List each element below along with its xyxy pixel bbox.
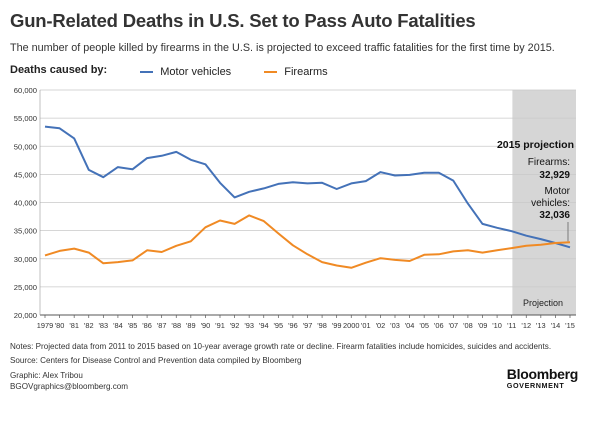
x-tick-label: '92 — [230, 321, 240, 330]
series-line-motor-vehicles — [44, 125, 571, 249]
credit-email: BGOVgraphics@bloomberg.com — [10, 382, 128, 391]
x-tick-label: '03 — [390, 321, 400, 330]
x-tick-label: '99 — [332, 321, 342, 330]
notes: Notes: Projected data from 2011 to 2015 … — [10, 340, 551, 368]
x-tick-label: '90 — [201, 321, 211, 330]
chart-title: Gun-Related Deaths in U.S. Set to Pass A… — [10, 10, 476, 31]
credit-graphic: Graphic: Alex Tribou — [10, 371, 83, 380]
legend-text-firearms: Firearms — [284, 65, 328, 78]
x-tick-label: '09 — [478, 321, 488, 330]
y-tick-label: 25,000 — [14, 283, 37, 292]
x-tick-label: '02 — [376, 321, 386, 330]
x-tick-label: '15 — [565, 321, 575, 330]
x-tick-label: '06 — [434, 321, 444, 330]
x-tick-label: '98 — [317, 321, 327, 330]
x-tick-label: '08 — [463, 321, 473, 330]
legend-swatch-firearms — [264, 70, 278, 73]
y-tick-label: 35,000 — [14, 227, 37, 236]
x-tick-label: '01 — [361, 321, 371, 330]
y-tick-label: 50,000 — [14, 142, 37, 151]
y-tick-label: 20,000 — [14, 311, 37, 320]
x-tick-label: '13 — [536, 321, 546, 330]
source-line: Source: Centers for Disease Control and … — [10, 356, 302, 365]
x-tick-label: '81 — [69, 321, 79, 330]
x-tick-label: '05 — [419, 321, 429, 330]
x-tick-label: '94 — [259, 321, 269, 330]
chart-subtitle: The number of people killed by firearms … — [10, 42, 555, 54]
y-tick-label: 40,000 — [14, 199, 37, 208]
x-tick-label: '12 — [521, 321, 531, 330]
x-tick-label: '14 — [551, 321, 561, 330]
x-tick-label: '97 — [303, 321, 313, 330]
x-tick-label: '96 — [288, 321, 298, 330]
legend: Deaths caused by: Motor vehicles Firearm… — [10, 64, 358, 78]
projection-firearms-value: 32,929 — [539, 170, 570, 181]
x-tick-label: '95 — [274, 321, 284, 330]
logo-name: Bloomberg — [506, 366, 579, 382]
x-tick-label: '89 — [186, 321, 196, 330]
x-tick-label: '91 — [215, 321, 225, 330]
x-tick-label: 1979 — [37, 321, 53, 330]
projection-firearms-label: Firearms: — [528, 157, 570, 168]
logo-sub: GOVERNMENT — [506, 381, 565, 390]
legend-item-firearms: Firearms — [264, 65, 328, 78]
x-tick-label: '85 — [128, 321, 138, 330]
y-tick-label: 45,000 — [14, 170, 37, 179]
x-tick-label: '04 — [405, 321, 415, 330]
x-tick-label: '82 — [84, 321, 94, 330]
x-tick-label: '84 — [113, 321, 123, 330]
x-tick-label: '07 — [449, 321, 459, 330]
line-chart: 20,000 25,000 30,000 35,000 40,000 45,000 50,0… — [14, 86, 576, 330]
y-tick-label: 55,000 — [14, 114, 37, 123]
x-tick-label: 2000 — [343, 321, 359, 330]
x-tick-label: '83 — [99, 321, 109, 330]
projection-motor-value: 32,036 — [539, 210, 570, 221]
projection-motor-label-2: vehicles: — [531, 198, 570, 209]
projection-motor-label-1: Motor — [544, 186, 570, 197]
legend-item-motor-vehicles: Motor vehicles — [140, 66, 231, 78]
bloomberg-government-logo: Bloomberg GOVERNMENT — [506, 366, 579, 390]
x-tick-label: '80 — [55, 321, 65, 330]
legend-swatch-motor-vehicles — [140, 70, 154, 73]
x-tick-label: '11 — [507, 321, 516, 330]
x-tick-label: '87 — [157, 321, 167, 330]
notes-line: Notes: Projected data from 2011 to 2015 … — [10, 342, 552, 351]
legend-text-motor-vehicles: Motor vehicles — [160, 65, 232, 78]
projection-shade-label: Projection — [523, 298, 563, 308]
y-tick-label: 30,000 — [14, 255, 37, 264]
x-tick-label: '88 — [171, 321, 181, 330]
legend-label: Deaths caused by: — [10, 64, 108, 76]
x-tick-label: '93 — [244, 321, 254, 330]
credits: Graphic: Alex Tribou BGOVgraphics@bloomb… — [10, 368, 128, 392]
x-tick-label: '10 — [492, 321, 502, 330]
series-line-firearms — [44, 214, 571, 269]
y-tick-label: 60,000 — [14, 86, 37, 95]
x-tick-label: '86 — [142, 321, 152, 330]
projection-heading: 2015 projection — [497, 139, 574, 151]
